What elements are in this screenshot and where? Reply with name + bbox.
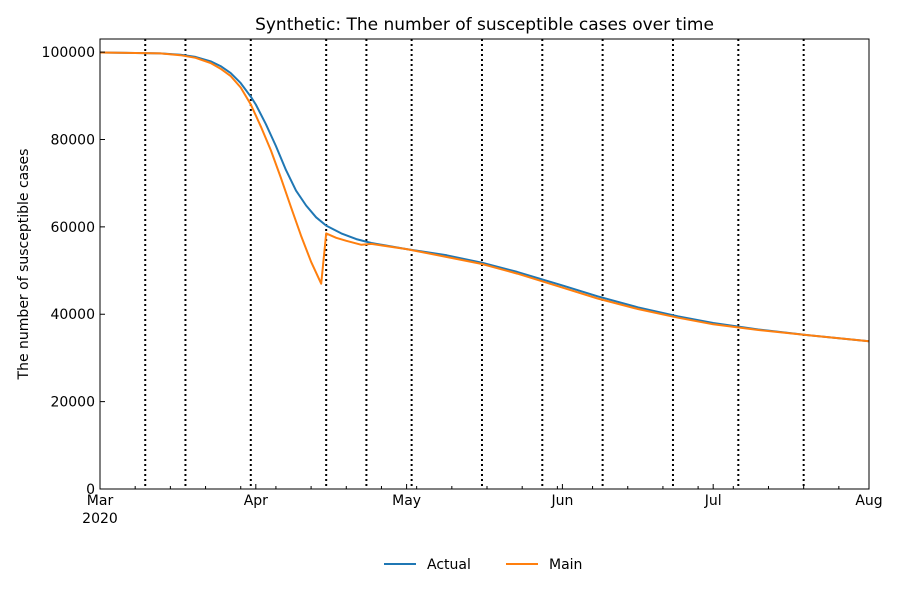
legend-label-actual: Actual	[427, 557, 471, 573]
chart-title: Synthetic: The number of susceptible cas…	[255, 15, 714, 35]
y-tick-label-5: 100000	[42, 45, 95, 61]
x-axis-ticks: Mar 2020 Apr May Jun Jul Aug	[82, 484, 883, 527]
x-tick-label-2: May	[392, 493, 421, 509]
x-tick-label-5: Aug	[855, 493, 882, 509]
x-tick-label-1: Apr	[244, 493, 268, 509]
y-tick-label-1: 20000	[50, 395, 95, 411]
x-tick-label-4: Jul	[704, 493, 722, 509]
x-tick-label-0: Mar	[87, 493, 114, 509]
legend-label-main: Main	[549, 557, 582, 573]
y-axis-ticks: 0 20000 40000 60000 80000 100000	[42, 45, 105, 498]
series-line-actual	[99, 51, 870, 343]
plot-frame	[99, 38, 870, 490]
x-tick-sublabel-0: 2020	[82, 511, 118, 527]
x-tick-label-3: Jun	[550, 493, 573, 509]
y-axis-label: The number of susceptible cases	[16, 149, 32, 381]
y-tick-label-4: 80000	[50, 132, 95, 148]
y-tick-label-2: 40000	[50, 307, 95, 323]
series-line-main	[99, 51, 870, 343]
vertical-markers	[144, 39, 805, 489]
series-lines	[99, 51, 870, 343]
y-tick-label-3: 60000	[50, 220, 95, 236]
y-tick-label-0: 0	[86, 482, 95, 498]
legend: Actual Main	[384, 557, 582, 573]
